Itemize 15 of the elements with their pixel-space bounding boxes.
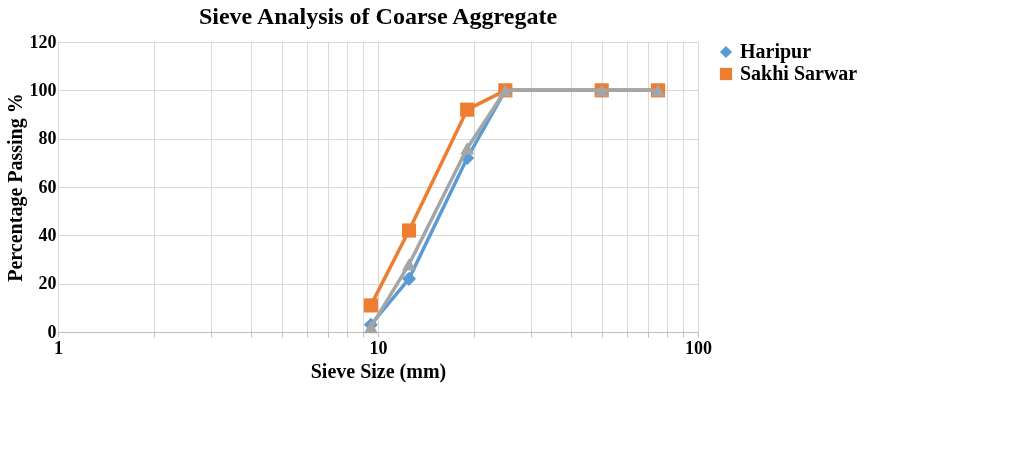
y-tick-label: 40	[38, 224, 57, 245]
y-tick-label: 0	[47, 321, 57, 342]
chart-title: Sieve Analysis of Coarse Aggregate	[198, 3, 558, 29]
x-tick-label: 1	[54, 337, 63, 358]
x-tick-label: 10	[369, 337, 388, 358]
y-axis-title: Percentage Passing %	[3, 93, 27, 282]
y-tick-label: 60	[38, 176, 57, 197]
legend-label: Sakhi Sarwar	[740, 62, 858, 84]
y-tick-label: 80	[38, 128, 57, 149]
x-axis-title: Sieve Size (mm)	[310, 359, 447, 383]
legend-label: Haripur	[740, 40, 812, 63]
y-tick-label: 100	[29, 79, 57, 100]
x-tick-label: 100	[685, 337, 712, 358]
y-tick-label: 20	[38, 273, 57, 294]
y-tick-label: 120	[29, 31, 57, 52]
